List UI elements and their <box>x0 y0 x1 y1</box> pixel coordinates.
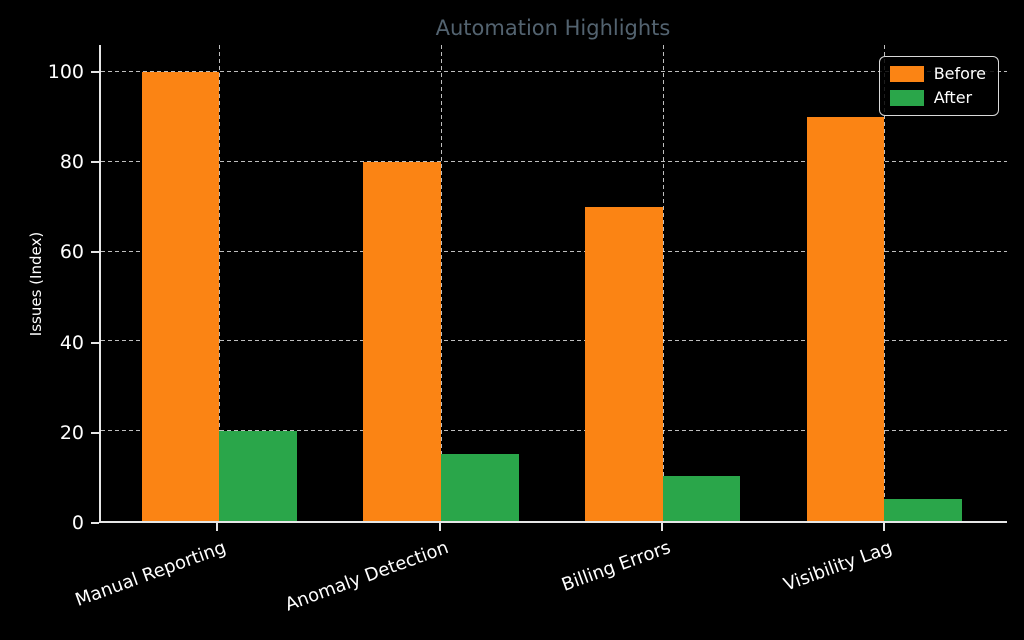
ytick-label: 80 <box>59 151 84 174</box>
ytick-label: 20 <box>59 421 84 444</box>
gridline-h <box>101 160 1007 162</box>
gridline-v <box>440 45 442 521</box>
legend-entry: After <box>889 88 986 107</box>
legend-swatch-after <box>889 90 924 106</box>
legend-swatch-before <box>889 66 924 82</box>
ytick-mark <box>91 161 99 164</box>
gridline-v <box>219 45 221 521</box>
bar-after-0 <box>219 431 297 521</box>
ytick-mark <box>91 251 99 254</box>
ytick-mark <box>91 431 99 434</box>
ytick-mark <box>91 71 99 74</box>
ytick-mark <box>91 522 99 524</box>
gridline-h <box>101 430 1007 432</box>
gridline-v <box>884 45 886 521</box>
gridline-v <box>662 45 664 521</box>
bar-after-2 <box>662 476 741 521</box>
xtick-mark <box>216 523 219 531</box>
xtick-mark <box>883 523 886 531</box>
xtick-mark <box>660 523 663 531</box>
ytick-mark <box>91 341 99 344</box>
ytick-label: 0 <box>71 512 84 534</box>
chart-title: Automation Highlights <box>435 16 671 40</box>
bar-before-3 <box>806 116 885 521</box>
legend-label: Before <box>933 64 986 83</box>
bar-before-1 <box>363 161 441 521</box>
xtick-label: Visibility Lag <box>781 537 896 596</box>
legend-entry: Before <box>889 64 986 83</box>
legend-label: After <box>933 88 973 107</box>
gridline-h <box>101 340 1007 342</box>
xtick-label: Billing Errors <box>558 537 674 596</box>
bar-after-3 <box>884 498 962 521</box>
xtick-label: Anomaly Detection <box>281 537 451 616</box>
bar-before-0 <box>141 71 220 521</box>
gridline-h <box>101 250 1007 252</box>
xtick-mark <box>438 523 441 531</box>
ytick-label: 100 <box>47 61 84 84</box>
ytick-label: 60 <box>59 241 84 264</box>
bar-before-2 <box>585 206 663 521</box>
bar-after-1 <box>440 453 519 521</box>
gridline-h <box>101 70 1007 72</box>
ytick-label: 40 <box>59 331 84 354</box>
legend: Before After <box>878 56 999 116</box>
xtick-label: Manual Reporting <box>72 537 229 611</box>
plot-area <box>99 45 1007 523</box>
